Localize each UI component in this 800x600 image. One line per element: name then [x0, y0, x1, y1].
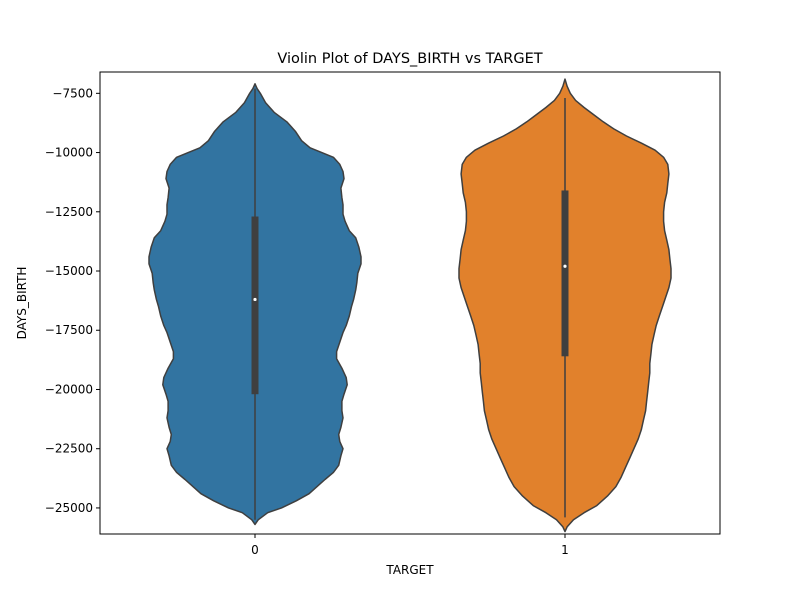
violin-layer: [148, 78, 672, 533]
violin-iqr-box-0: [251, 216, 259, 395]
y-tick-label: −22500: [45, 442, 93, 456]
y-tick-label: −15000: [45, 264, 93, 278]
y-axis-title: DAYS_BIRTH: [15, 267, 29, 340]
violin-iqr-box-1: [561, 190, 569, 357]
y-tick-label: −7500: [52, 86, 93, 100]
violin-median-0: [253, 297, 257, 302]
x-tick-label: 1: [561, 543, 569, 557]
y-tick-label: −20000: [45, 382, 93, 396]
violin-median-1: [563, 264, 567, 268]
y-tick-label: −10000: [45, 146, 93, 160]
x-tick-label: 0: [251, 543, 259, 557]
chart-title: Violin Plot of DAYS_BIRTH vs TARGET: [277, 51, 542, 67]
x-axis-title: TARGET: [385, 563, 434, 577]
y-tick-label: −25000: [45, 501, 93, 515]
plot-frame: [99, 71, 721, 535]
y-tick-label: −17500: [45, 323, 93, 337]
y-tick-label: −12500: [45, 205, 93, 219]
y-axis: −7500 −10000 −12500 −15000 −17500 −20000 −2250…: [45, 86, 100, 515]
